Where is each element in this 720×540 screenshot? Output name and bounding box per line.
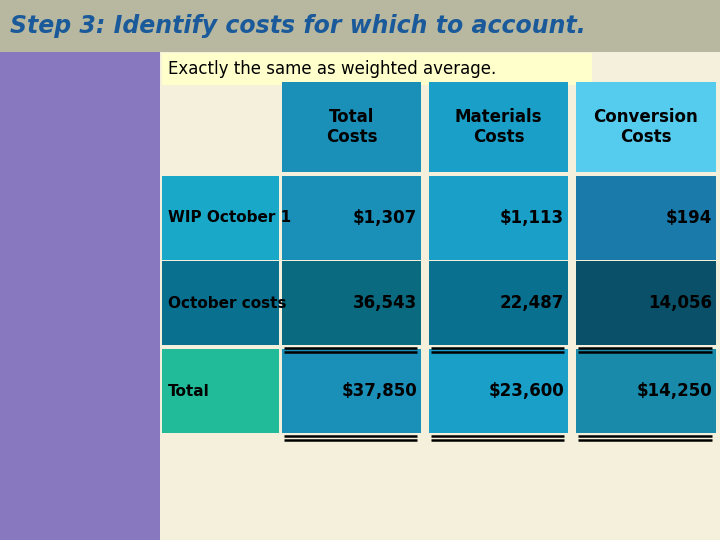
Text: $1,307: $1,307 bbox=[353, 209, 417, 227]
Text: Conversion
Costs: Conversion Costs bbox=[593, 107, 698, 146]
Text: $37,850: $37,850 bbox=[341, 382, 417, 400]
Text: Materials
Costs: Materials Costs bbox=[455, 107, 542, 146]
Text: 36,543: 36,543 bbox=[353, 294, 417, 312]
FancyBboxPatch shape bbox=[429, 261, 568, 345]
FancyBboxPatch shape bbox=[576, 176, 716, 260]
Text: October costs: October costs bbox=[168, 295, 287, 310]
Text: $23,600: $23,600 bbox=[488, 382, 564, 400]
FancyBboxPatch shape bbox=[576, 261, 716, 345]
Text: WIP October 1: WIP October 1 bbox=[168, 211, 291, 226]
Text: Total
Costs: Total Costs bbox=[325, 107, 377, 146]
Text: Exactly the same as weighted average.: Exactly the same as weighted average. bbox=[168, 60, 496, 78]
Text: 22,487: 22,487 bbox=[500, 294, 564, 312]
Text: Total: Total bbox=[168, 383, 210, 399]
FancyBboxPatch shape bbox=[282, 176, 421, 260]
FancyBboxPatch shape bbox=[576, 349, 716, 433]
Text: $1,113: $1,113 bbox=[500, 209, 564, 227]
FancyBboxPatch shape bbox=[0, 52, 160, 540]
Text: $194: $194 bbox=[665, 209, 712, 227]
FancyBboxPatch shape bbox=[429, 82, 568, 172]
FancyBboxPatch shape bbox=[282, 349, 421, 433]
FancyBboxPatch shape bbox=[282, 82, 421, 172]
FancyBboxPatch shape bbox=[429, 176, 568, 260]
FancyBboxPatch shape bbox=[162, 261, 279, 345]
FancyBboxPatch shape bbox=[162, 349, 279, 433]
FancyBboxPatch shape bbox=[282, 261, 421, 345]
FancyBboxPatch shape bbox=[162, 176, 279, 260]
Text: 14,056: 14,056 bbox=[648, 294, 712, 312]
Text: Step 3: Identify costs for which to account.: Step 3: Identify costs for which to acco… bbox=[10, 14, 586, 38]
FancyBboxPatch shape bbox=[162, 53, 592, 85]
Text: $14,250: $14,250 bbox=[636, 382, 712, 400]
FancyBboxPatch shape bbox=[576, 82, 716, 172]
FancyBboxPatch shape bbox=[0, 0, 720, 52]
FancyBboxPatch shape bbox=[429, 349, 568, 433]
